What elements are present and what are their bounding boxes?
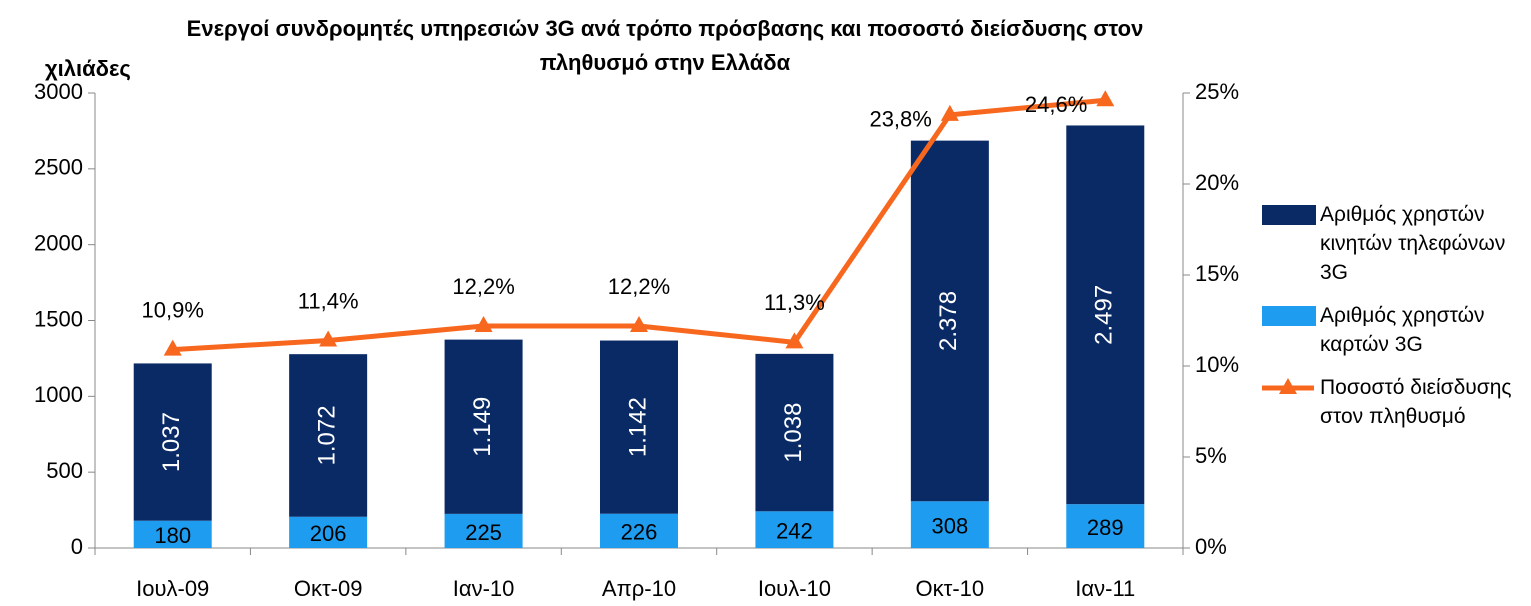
- bar-value-label: 1.072: [313, 405, 340, 465]
- bar: [133, 520, 212, 548]
- line-value-label: 24,6%: [1025, 92, 1087, 117]
- line-marker: [319, 330, 338, 347]
- line-value-label: 11,3%: [764, 290, 825, 315]
- line-value-label: 11,4%: [298, 288, 359, 313]
- y-tick-label: 3000: [34, 79, 83, 104]
- bar-value-label: 308: [931, 513, 968, 538]
- x-tick-label: Ιουλ-10: [758, 576, 831, 601]
- y2-tick-label: 10%: [1195, 352, 1239, 377]
- bar: [1066, 125, 1145, 505]
- line-marker: [163, 339, 182, 356]
- y-tick-label: 2500: [34, 155, 83, 180]
- bar-value-label: 1.149: [469, 397, 496, 457]
- y-tick-label: 0: [71, 534, 83, 559]
- bar: [755, 511, 834, 548]
- bar: [600, 340, 678, 514]
- y-tick-label: 2000: [34, 230, 83, 255]
- line-marker: [940, 104, 959, 121]
- bar: [133, 363, 212, 521]
- bar-value-label: 2.497: [1091, 285, 1118, 345]
- legend-item: Ποσοστό διείσδυσης στον πληθυσμό: [1262, 373, 1522, 431]
- x-tick-label: Ιουλ-09: [136, 576, 209, 601]
- legend-label: Ποσοστό διείσδυσης στον πληθυσμό: [1320, 376, 1512, 428]
- y-tick-label: 500: [46, 458, 83, 483]
- line-marker: [474, 315, 493, 332]
- bar-value-label: 1.038: [780, 403, 807, 463]
- bar-value-label: 2.378: [935, 291, 962, 351]
- bar: [600, 513, 678, 548]
- bar-value-label: 180: [154, 523, 191, 548]
- y2-tick-label: 25%: [1195, 79, 1239, 104]
- line-marker: [1096, 90, 1115, 107]
- line-value-label: 23,8%: [869, 107, 931, 132]
- legend-label: Αριθμός χρηστών καρτών 3G: [1320, 304, 1485, 356]
- bar-value-label: 226: [621, 520, 658, 545]
- x-tick-label: Ιαν-10: [453, 576, 515, 601]
- y2-tick-label: 5%: [1195, 443, 1227, 468]
- bar-value-label: 1.037: [158, 412, 185, 472]
- legend-swatch: [1262, 205, 1316, 225]
- legend-item: Αριθμός χρηστών κινητών τηλεφώνων 3G: [1262, 200, 1522, 287]
- bar: [289, 516, 368, 548]
- chart-title: Ενεργοί συνδρομητές υπηρεσιών 3G ανά τρό…: [186, 16, 1144, 75]
- bar: [910, 501, 989, 548]
- line-value-label: 12,2%: [608, 274, 670, 299]
- y2-tick-label: 20%: [1195, 170, 1239, 195]
- x-tick-label: Απρ-10: [602, 576, 676, 601]
- line-value-label: 10,9%: [142, 297, 204, 322]
- legend-label: Αριθμός χρηστών κινητών τηλεφώνων 3G: [1320, 203, 1506, 284]
- bar: [910, 140, 989, 502]
- bar: [444, 339, 523, 514]
- bar: [755, 353, 834, 512]
- bar: [444, 513, 523, 548]
- legend: Αριθμός χρηστών κινητών τηλεφώνων 3G Αριθ…: [1262, 200, 1522, 445]
- line-value-label: 12,2%: [452, 274, 514, 299]
- bar-value-label: 206: [310, 521, 347, 546]
- legend-swatch: [1262, 376, 1314, 400]
- x-tick-label: Οκτ-09: [294, 576, 363, 601]
- y-axis-label: χιλιάδες: [45, 56, 131, 81]
- line-marker: [630, 315, 648, 332]
- line-marker: [785, 332, 804, 349]
- y2-tick-label: 0%: [1195, 534, 1227, 559]
- bar: [289, 354, 368, 517]
- x-tick-label: Οκτ-10: [916, 576, 985, 601]
- bar-value-label: 242: [776, 518, 813, 543]
- bar: [1066, 504, 1145, 548]
- x-tick-label: Ιαν-11: [1075, 576, 1135, 601]
- y2-tick-label: 15%: [1195, 261, 1239, 286]
- y-tick-label: 1500: [34, 306, 83, 331]
- bar-value-label: 1.142: [624, 397, 651, 457]
- bar-value-label: 225: [465, 520, 502, 545]
- y-tick-label: 1000: [34, 382, 83, 407]
- bar-value-label: 289: [1087, 515, 1124, 540]
- legend-swatch: [1262, 306, 1316, 326]
- legend-item: Αριθμός χρηστών καρτών 3G: [1262, 301, 1522, 359]
